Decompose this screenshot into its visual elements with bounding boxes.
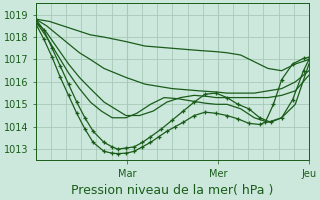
X-axis label: Pression niveau de la mer( hPa ): Pression niveau de la mer( hPa ) — [71, 184, 274, 197]
